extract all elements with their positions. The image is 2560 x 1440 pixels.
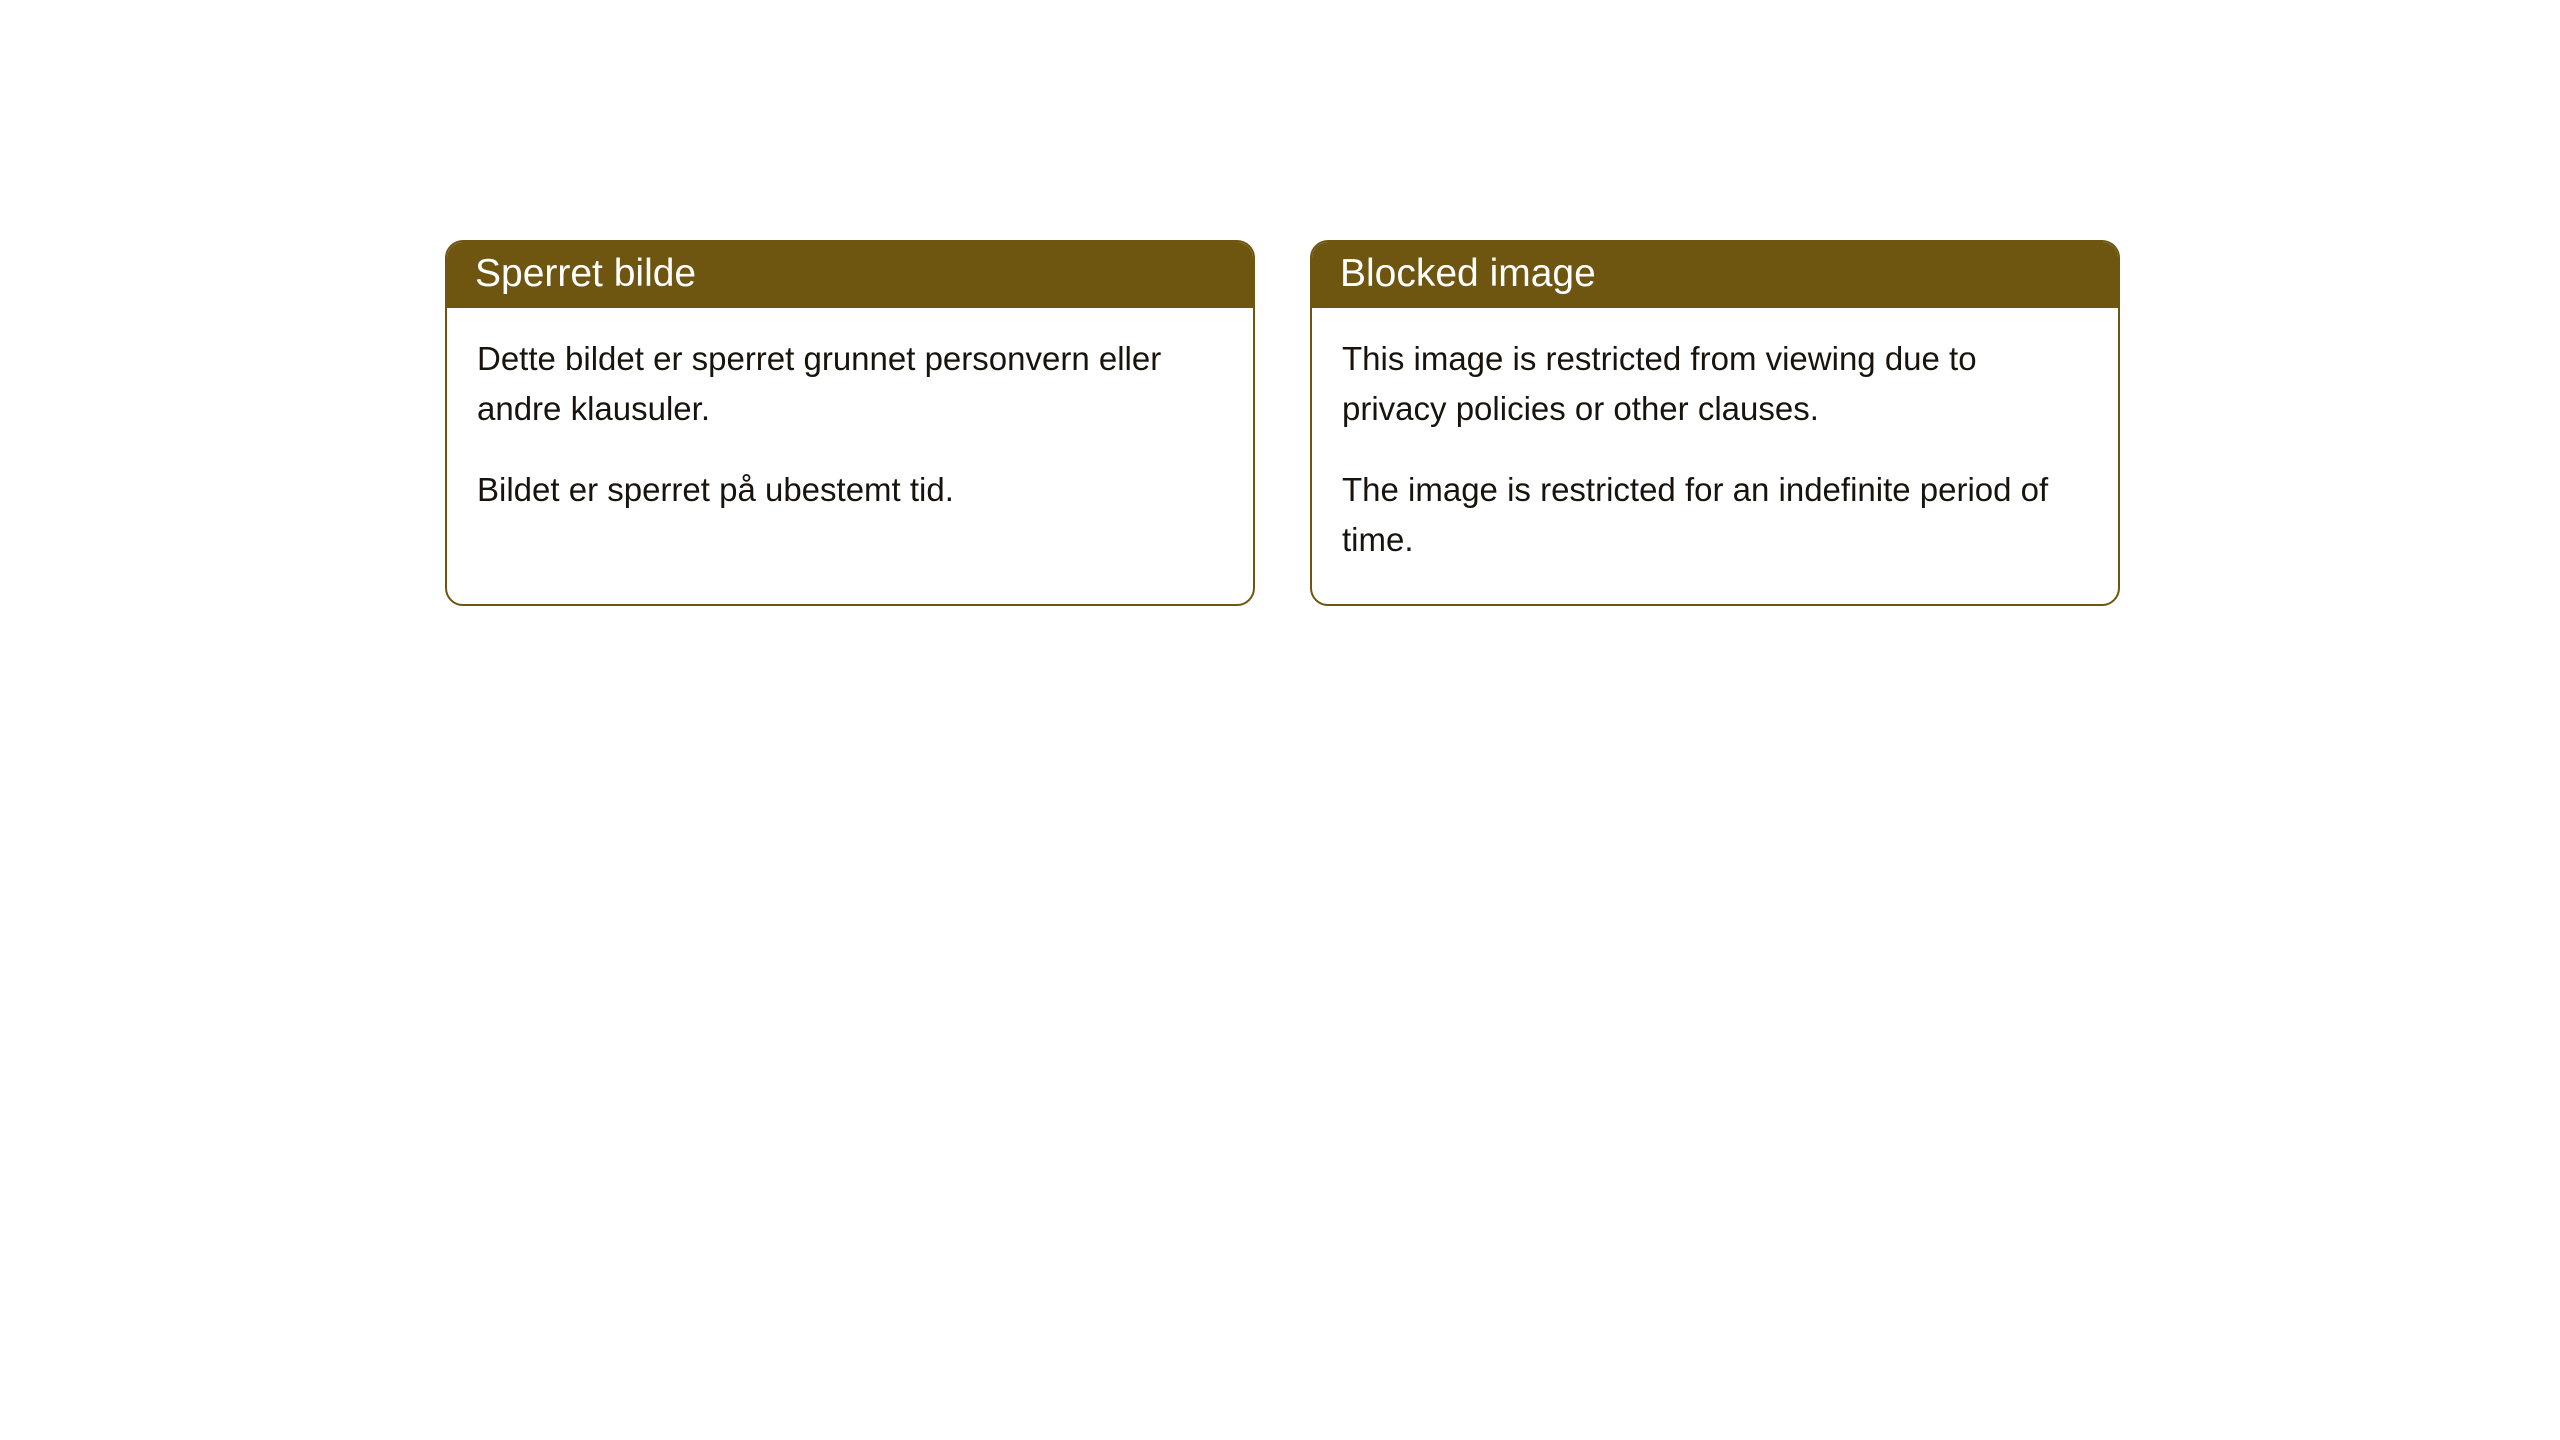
blocked-image-card-en: Blocked image This image is restricted f…	[1310, 240, 2120, 606]
card-paragraph: Bildet er sperret på ubestemt tid.	[477, 465, 1223, 515]
card-title: Sperret bilde	[475, 252, 696, 295]
card-body: Dette bildet er sperret grunnet personve…	[447, 308, 1253, 555]
card-header: Blocked image	[1312, 242, 2118, 308]
blocked-image-card-no: Sperret bilde Dette bildet er sperret gr…	[445, 240, 1255, 606]
notice-cards-row: Sperret bilde Dette bildet er sperret gr…	[445, 240, 2120, 606]
card-paragraph: The image is restricted for an indefinit…	[1342, 465, 2088, 564]
card-title: Blocked image	[1340, 252, 1596, 295]
card-paragraph: Dette bildet er sperret grunnet personve…	[477, 334, 1223, 433]
card-header: Sperret bilde	[447, 242, 1253, 308]
card-body: This image is restricted from viewing du…	[1312, 308, 2118, 604]
card-paragraph: This image is restricted from viewing du…	[1342, 334, 2088, 433]
